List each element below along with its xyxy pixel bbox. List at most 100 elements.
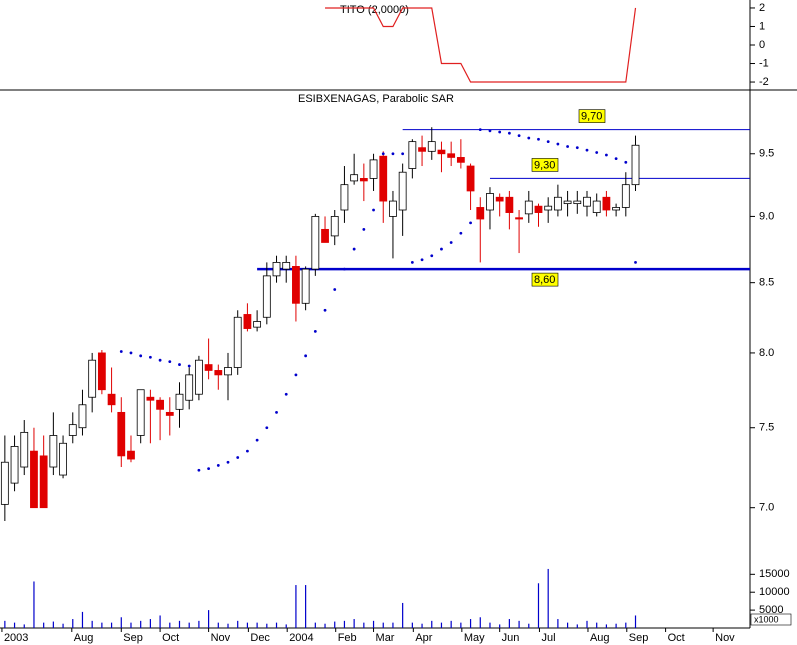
sar-dot — [595, 151, 599, 154]
candle-body — [369, 159, 378, 179]
x-tick-label: Oct — [162, 632, 179, 644]
y-tick-label: 7.5 — [759, 422, 774, 434]
candle-body — [20, 431, 29, 468]
y-tick-label: 1 — [759, 20, 765, 32]
level-label: 9,30 — [534, 159, 555, 171]
sar-dot — [255, 438, 259, 442]
x-tick-label: Feb — [338, 632, 357, 644]
sar-dot — [585, 148, 589, 152]
sar-dot — [372, 208, 375, 212]
candle-body — [30, 450, 38, 509]
candle-body — [505, 196, 514, 213]
candle-body — [165, 411, 174, 416]
sar-dot — [178, 363, 181, 366]
volume-bar — [120, 617, 122, 628]
candle-body — [553, 196, 562, 211]
x-tick-label: Sep — [123, 632, 143, 644]
candle-body — [127, 450, 135, 460]
sar-dot — [158, 358, 162, 362]
x-tick-label: Aug — [74, 632, 94, 644]
volume-bar — [324, 623, 326, 628]
x-tick-label: Dec — [250, 632, 270, 644]
volume-bar — [275, 622, 278, 628]
volume-bar — [615, 623, 617, 628]
candle-body — [204, 364, 213, 371]
unit-note-box — [750, 613, 792, 626]
sar-dot — [129, 351, 133, 355]
x-tick-label: Oct — [668, 632, 685, 644]
volume-bar — [518, 620, 520, 628]
candle-body — [476, 207, 485, 220]
y-tick-label: 0 — [759, 39, 765, 51]
candle-body — [0, 461, 9, 505]
volume-bar — [460, 622, 462, 628]
x-tick-label: Nov — [715, 632, 735, 644]
candle-body — [515, 217, 523, 220]
sar-dot — [420, 258, 424, 262]
volume-bar — [334, 621, 336, 628]
sar-dot — [527, 136, 531, 140]
candle-body — [136, 389, 145, 436]
level-label: 9,70 — [581, 111, 602, 123]
volume-bar — [343, 620, 346, 628]
x-tick-label: Sep — [629, 632, 649, 644]
volume-bar — [130, 622, 132, 628]
x-tick-label: Jul — [541, 632, 555, 644]
candle-body — [408, 141, 417, 169]
candle-body — [311, 216, 320, 270]
y-tick-label: 8.0 — [759, 347, 774, 359]
volume-bar — [508, 619, 510, 628]
sar-dot — [459, 231, 463, 235]
volume-bar — [4, 620, 6, 628]
volume-bar — [169, 622, 171, 628]
volume-bar — [469, 619, 472, 628]
x-tick-label: Mar — [376, 632, 395, 644]
y-tick-label: 8.5 — [759, 277, 774, 289]
candle-body — [195, 359, 203, 395]
volume-bar — [246, 622, 249, 628]
sar-dot — [517, 134, 521, 138]
candle-body — [350, 174, 359, 182]
sar-dot — [440, 247, 443, 251]
sar-dot — [537, 137, 540, 141]
sar-dot — [507, 131, 511, 135]
x-tick-label: Jun — [502, 632, 520, 644]
sar-dot — [449, 241, 453, 244]
sar-dot — [119, 350, 123, 353]
volume-bar — [62, 623, 64, 628]
candle-body — [59, 442, 67, 476]
candle-body — [49, 435, 58, 468]
candle-body — [88, 359, 97, 398]
candle-body — [456, 157, 465, 163]
candle-body — [573, 200, 582, 205]
volume-bar — [586, 620, 588, 628]
panel-title: ESIBXENAGAS, Parabolic SAR — [298, 93, 454, 105]
candle-body — [175, 393, 184, 410]
volume-bar — [537, 583, 540, 628]
candle-body — [495, 196, 504, 202]
level-label: 8,60 — [534, 274, 555, 286]
candle-body — [544, 205, 553, 211]
sar-dot — [168, 360, 172, 364]
y-tick-label: 15000 — [759, 568, 790, 580]
sar-dot — [605, 153, 608, 157]
sar-dot — [207, 467, 211, 471]
y-tick-label: 5000 — [759, 604, 783, 616]
candle-body — [10, 446, 19, 484]
sar-dot — [197, 468, 201, 472]
sar-dot — [498, 130, 502, 134]
candle-body — [243, 314, 252, 329]
unit-note: x1000 — [754, 614, 779, 624]
sar-dot — [478, 128, 482, 132]
sar-dot — [313, 330, 317, 333]
candle-body — [321, 228, 329, 243]
volume-bar — [237, 620, 239, 628]
candle-body — [602, 196, 611, 211]
volume-bar — [353, 619, 355, 628]
candle-body — [389, 200, 397, 217]
volume-bar — [13, 622, 16, 628]
candle-body — [185, 374, 194, 401]
candle-body — [156, 399, 164, 410]
sar-dot — [284, 392, 288, 396]
